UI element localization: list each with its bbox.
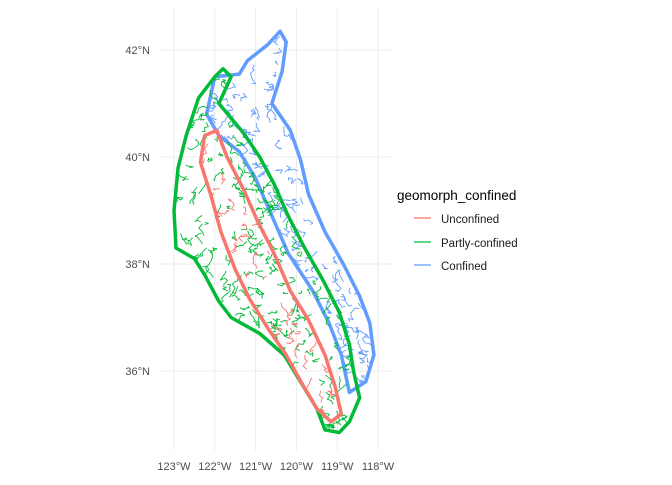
x-tick-label: 119°W (321, 461, 354, 473)
x-tick-label: 123°W (157, 461, 191, 473)
legend: geomorph_confined Unconfined Partly-conf… (397, 188, 518, 273)
x-tick-label: 122°W (198, 461, 232, 473)
y-tick-label: 40°N (125, 152, 150, 164)
legend-label-partly-confined: Partly-confined (441, 238, 518, 250)
chart-marks (172, 29, 376, 435)
series-unconfined (198, 128, 344, 424)
y-tick-label: 36°N (125, 366, 150, 378)
legend-label-unconfined: Unconfined (441, 214, 499, 226)
y-axis-ticks: 42°N 40°N 38°N 36°N (125, 45, 150, 378)
series-outline-unconfined (198, 128, 344, 424)
y-tick-label: 38°N (125, 259, 150, 271)
x-tick-label: 120°W (280, 461, 314, 473)
legend-title: geomorph_confined (397, 188, 516, 203)
x-axis-ticks: 123°W 122°W 121°W 120°W 119°W 118°W (157, 461, 394, 473)
x-tick-label: 121°W (239, 461, 273, 473)
legend-label-confined: Confined (441, 261, 487, 273)
x-tick-label: 118°W (362, 461, 395, 473)
series-partly-confined (172, 66, 362, 435)
series-outline-confined (204, 29, 376, 395)
series-texture-confined (207, 36, 374, 393)
series-confined (204, 29, 376, 395)
y-tick-label: 42°N (125, 45, 150, 57)
